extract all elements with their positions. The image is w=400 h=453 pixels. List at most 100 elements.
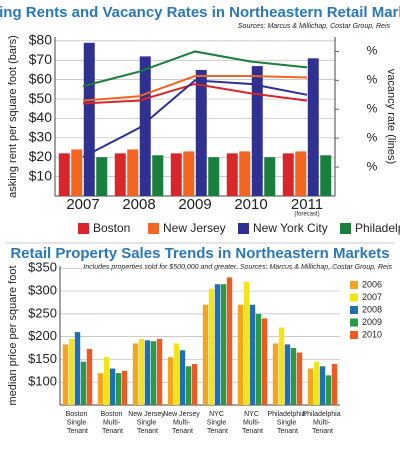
x-tick-label: 2010 [234, 196, 267, 213]
bar [156, 338, 163, 405]
bar [74, 332, 81, 405]
bar [173, 343, 180, 405]
y-tick-label: $150 [28, 351, 57, 366]
x-tick-label-line: Tenant [67, 428, 88, 435]
bar [150, 341, 157, 405]
bar [255, 313, 262, 405]
legend-label: 2006 [362, 279, 382, 289]
x-tick-label: New Jersey Single Tenant [128, 411, 167, 435]
x-tick-label-line: NYC [209, 411, 226, 418]
y-tick-label: $50 [29, 90, 53, 106]
bar [195, 69, 207, 196]
x-tick-label: 2008 [122, 196, 155, 213]
bar [58, 153, 70, 196]
bar [86, 348, 93, 405]
x-tick-label-line: Single [207, 419, 228, 426]
bar [179, 350, 186, 405]
bar [295, 151, 307, 196]
y-tick-label: $350 [28, 260, 57, 275]
y-tick-label: $40 [29, 109, 53, 125]
bar [132, 343, 139, 405]
legend-swatch [340, 223, 351, 234]
bar [331, 363, 338, 405]
x-tick-label-line: Single [67, 419, 88, 426]
bar [144, 340, 151, 405]
annotation: (forecast) [294, 212, 319, 218]
bar [249, 304, 256, 405]
x-tick-label-line: Tenant [207, 428, 228, 435]
x-tick-label: 2009 [178, 196, 211, 213]
y2-tick-label: % [367, 73, 378, 87]
x-tick-label-line: Single [277, 419, 298, 426]
x-tick-label-line: Tenant [277, 428, 298, 435]
bar [313, 361, 320, 405]
y-tick-label: $300 [28, 283, 57, 298]
y-tick-label: $70 [29, 51, 53, 67]
bar [307, 368, 314, 405]
bar [96, 157, 108, 196]
legend-label: New York City [253, 221, 328, 235]
bar [264, 157, 276, 196]
bar [138, 338, 145, 405]
x-tick-label: Boston Single Tenant [66, 411, 90, 435]
bar [103, 357, 110, 405]
legend-label: 2009 [362, 317, 382, 327]
bar [278, 327, 285, 405]
bar [290, 348, 297, 405]
chart-subtitle: Sources: Marcus & Millichap, Costar Grou… [238, 23, 391, 30]
bar [121, 370, 128, 405]
bar [272, 343, 279, 405]
bar [183, 151, 195, 196]
bar [226, 153, 238, 196]
x-tick-label: 2007 [66, 196, 99, 213]
bar [237, 304, 244, 405]
bar [307, 58, 319, 196]
bar [202, 304, 209, 405]
x-tick-label: Philadelphia Single Tenant [267, 411, 307, 435]
y-axis-title: median price per square foot [7, 265, 19, 405]
chart-title: Asking Rents and Vacancy Rates in Northe… [0, 4, 400, 21]
x-tick-label-line: Tenant [102, 428, 123, 435]
legend-label: New Jersey [163, 221, 226, 235]
y-tick-label: $30 [29, 129, 53, 145]
y-tick-label: $200 [28, 328, 57, 343]
x-tick-label: Philadelphia Multi- Tenant [302, 411, 342, 435]
x-tick-label-line: Tenant [172, 428, 193, 435]
x-tick-label-line: Single [137, 419, 158, 426]
bar [139, 56, 151, 196]
bar [325, 375, 332, 405]
y-tick-label: $10 [29, 167, 53, 183]
bar [97, 373, 104, 405]
y-axis-title: asking rent per square foot (bars) [7, 35, 19, 198]
bar [114, 153, 126, 196]
bar [239, 151, 251, 196]
vacancy-line [82, 79, 308, 158]
legend-label: Philadelphia [355, 221, 400, 235]
bar [320, 155, 332, 196]
bar [296, 352, 303, 405]
y-tick-label: $20 [29, 148, 53, 164]
legend-swatch [350, 306, 358, 314]
bar [109, 368, 116, 405]
vacancy-line [82, 50, 308, 88]
bar [127, 149, 139, 196]
bar [284, 344, 291, 405]
legend-swatch [238, 223, 249, 234]
x-tick-label-line: Multi- [173, 419, 192, 426]
bar [208, 157, 220, 196]
legend-swatch [350, 331, 358, 339]
x-tick-label-line: New Jersey [163, 411, 202, 418]
x-tick-label: New Jersey Multi- Tenant [163, 411, 202, 435]
legend-label: 2007 [362, 292, 382, 302]
bar [80, 361, 87, 405]
legend-swatch [78, 223, 89, 234]
y2-tick-label: % [367, 101, 378, 115]
y-tick-label: $100 [28, 374, 57, 389]
vacancy-line [82, 75, 308, 102]
x-tick-label-line: Tenant [137, 428, 158, 435]
x-tick-label: NYC Multi- Tenant [242, 411, 263, 435]
x-tick-label-line: Multi- [103, 419, 122, 426]
y2-tick-label: % [367, 130, 378, 144]
